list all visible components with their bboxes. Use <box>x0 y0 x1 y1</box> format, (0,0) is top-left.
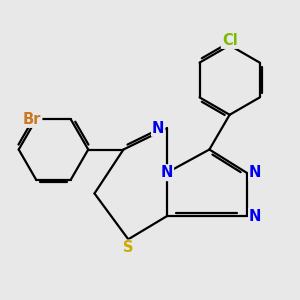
Text: S: S <box>123 241 134 256</box>
Text: N: N <box>152 121 164 136</box>
Text: N: N <box>249 165 261 180</box>
Text: Br: Br <box>23 112 41 127</box>
Text: Cl: Cl <box>222 33 238 48</box>
Text: N: N <box>249 208 261 224</box>
Text: N: N <box>161 165 173 180</box>
